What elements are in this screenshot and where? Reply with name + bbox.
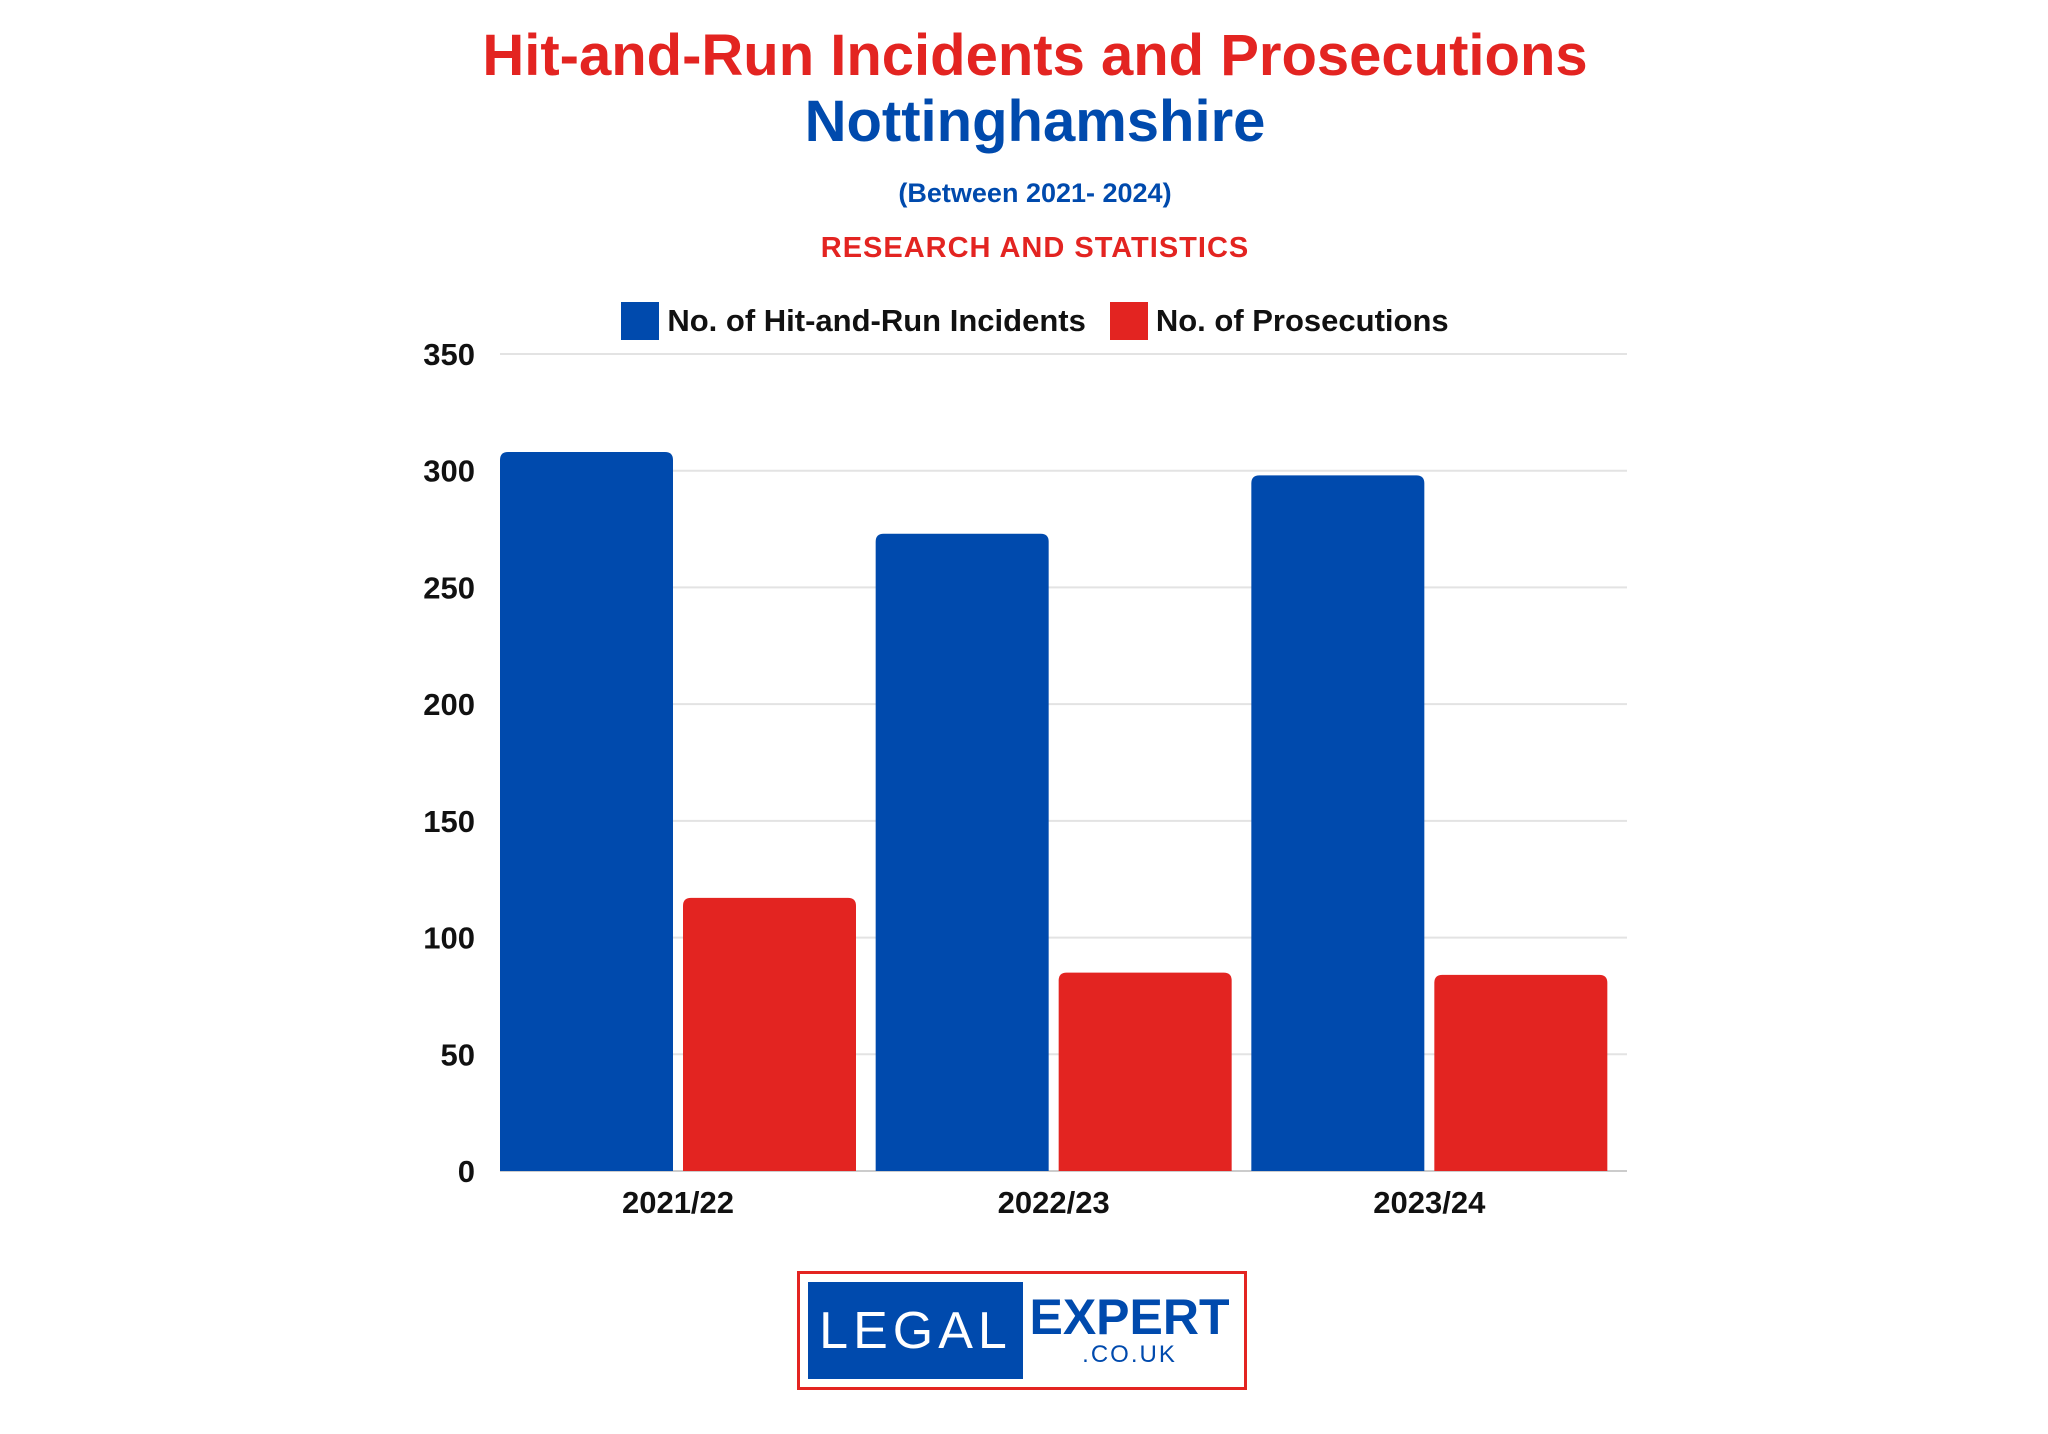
legend-swatch xyxy=(621,302,660,340)
legend: No. of Hit-and-Run Incidents No. of Pros… xyxy=(0,302,2048,340)
y-tick-label: 350 xyxy=(423,337,475,372)
legal-expert-logo: LEGAL EXPERT .CO.UK xyxy=(797,1271,1247,1390)
x-tick-label: 2023/24 xyxy=(1373,1185,1486,1220)
legend-swatch xyxy=(1109,302,1148,340)
legend-item-incidents: No. of Hit-and-Run Incidents xyxy=(621,302,1086,340)
y-tick-label: 150 xyxy=(423,804,475,839)
bar-prosecutions xyxy=(1058,972,1232,1171)
logo-right: EXPERT xyxy=(1029,1288,1230,1345)
chart-tagline: RESEARCH AND STATISTICS xyxy=(820,232,1250,264)
x-tick-label: 2022/23 xyxy=(998,1185,1110,1220)
y-tick-label: 250 xyxy=(423,570,475,605)
y-tick-label: 0 xyxy=(458,1154,475,1189)
legend-label: No. of Prosecutions xyxy=(1155,303,1449,338)
bar-incidents xyxy=(500,452,673,1171)
bar-prosecutions xyxy=(683,897,856,1171)
bar-prosecutions xyxy=(1434,974,1608,1171)
x-tick-label: 2021/22 xyxy=(622,1185,734,1220)
y-tick-label: 50 xyxy=(441,1037,475,1072)
y-tick-label: 200 xyxy=(423,687,475,722)
chart-period: (Between 2021- 2024) xyxy=(898,178,1172,208)
legend-label: No. of Hit-and-Run Incidents xyxy=(667,303,1086,338)
y-tick-label: 300 xyxy=(423,454,475,489)
logo-domain: .CO.UK xyxy=(1082,1340,1177,1368)
logo-left: LEGAL xyxy=(808,1282,1023,1379)
chart-subtitle: Nottinghamshire xyxy=(804,89,1266,154)
y-tick-label: 100 xyxy=(423,921,475,956)
bar-incidents xyxy=(1251,475,1425,1172)
bar-incidents xyxy=(875,533,1049,1171)
chart-title: Hit-and-Run Incidents and Prosecutions xyxy=(482,23,1588,88)
legend-item-prosecutions: No. of Prosecutions xyxy=(1109,302,1449,340)
